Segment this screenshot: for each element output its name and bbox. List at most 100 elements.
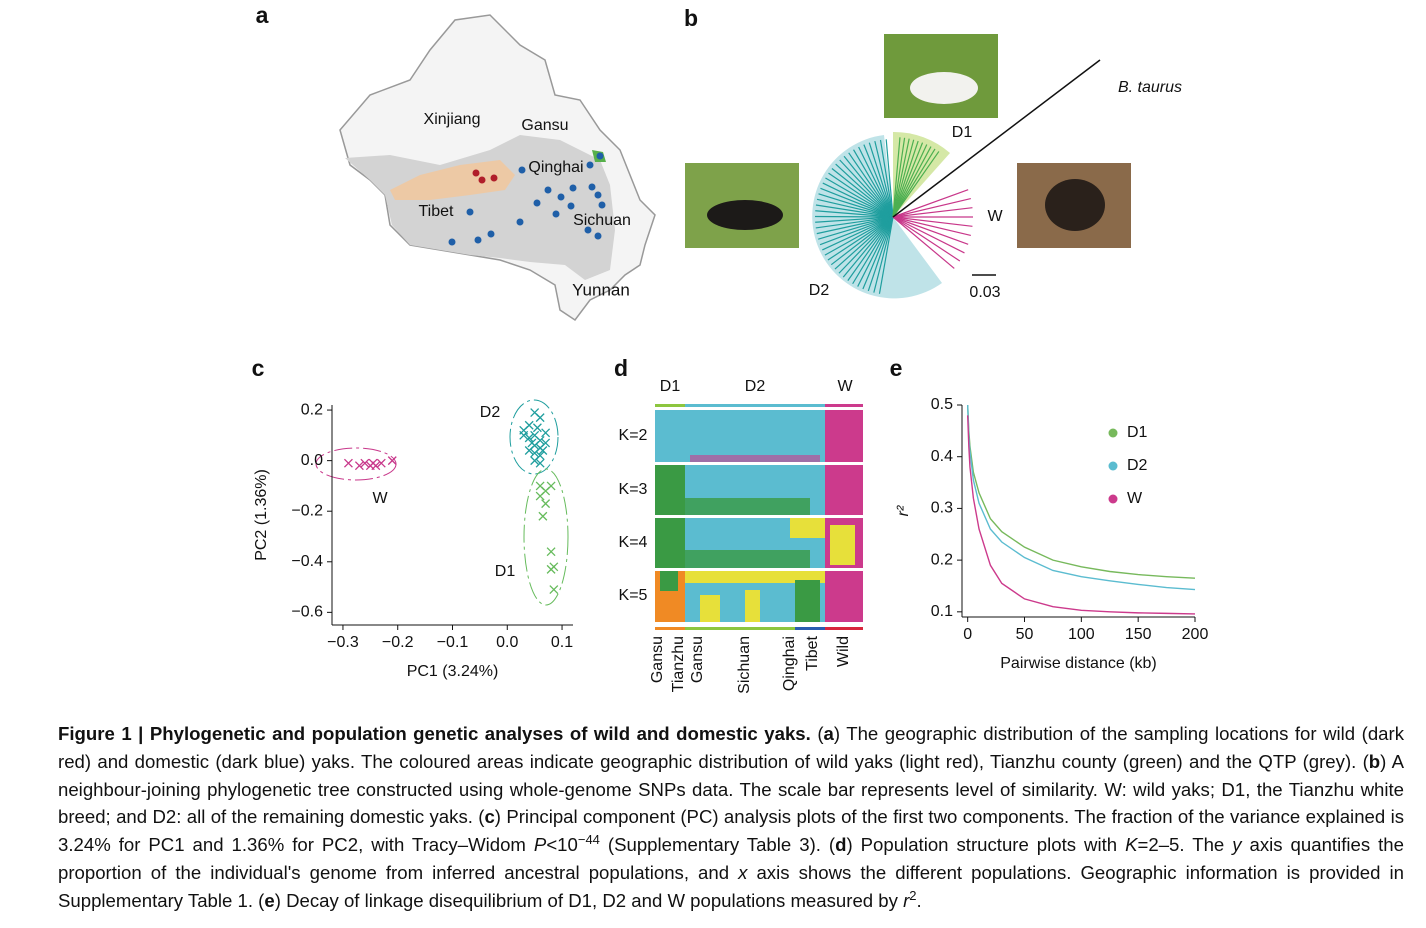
x-tick-label: 150	[1125, 626, 1152, 643]
branch	[892, 197, 971, 218]
map-label: Sichuan	[573, 212, 631, 229]
branch	[892, 138, 910, 218]
panel-letter: b	[684, 5, 698, 31]
branch	[892, 142, 924, 218]
map-label: Yunnan	[572, 280, 630, 299]
point	[527, 438, 537, 448]
point	[535, 413, 545, 423]
branch	[839, 159, 894, 218]
caption-text: x	[738, 861, 748, 883]
group-label: D2	[745, 378, 766, 395]
branch	[892, 216, 965, 254]
branch	[842, 216, 894, 278]
tree-label: D1	[952, 124, 973, 141]
branch	[858, 146, 894, 218]
branch	[816, 216, 894, 235]
panel-letter: e	[890, 355, 903, 381]
branch	[892, 216, 971, 237]
cluster-ellipse	[509, 399, 559, 475]
y-tick-label: −0.6	[291, 604, 323, 621]
branch	[857, 216, 894, 287]
branch	[824, 216, 894, 256]
branch	[818, 193, 894, 218]
point	[524, 433, 534, 443]
branch	[815, 210, 894, 218]
point	[549, 585, 559, 595]
y-tick-label: 0.2	[301, 401, 323, 418]
caption-text: P	[533, 834, 547, 856]
branch	[825, 177, 894, 218]
caption-text: a	[823, 723, 834, 744]
y-tick-label: 0.4	[931, 448, 953, 465]
x-axis-label: PC1 (3.24%)	[407, 663, 499, 680]
branch	[892, 137, 901, 218]
tree-label: D2	[809, 282, 830, 299]
line	[966, 404, 1196, 591]
branch	[892, 144, 928, 218]
x-tick-label: −0.2	[382, 634, 414, 651]
branch	[892, 189, 969, 218]
structure-plot	[655, 404, 863, 630]
branch	[822, 216, 894, 251]
point	[538, 446, 548, 455]
point	[376, 458, 386, 468]
x-tick-label: −0.3	[327, 634, 359, 651]
cluster-label: D2	[480, 404, 501, 421]
caption-text: .	[916, 889, 922, 911]
branch	[867, 216, 894, 292]
point	[546, 481, 556, 491]
branch	[853, 149, 894, 218]
caption-text: ) The geographic distribution of the sam…	[58, 723, 1404, 772]
caption-text: (	[810, 723, 824, 744]
legend-label: D2	[1127, 457, 1148, 474]
y-tick-label: 0.5	[931, 396, 953, 413]
branch	[892, 216, 955, 269]
point	[538, 511, 548, 521]
branch	[818, 216, 894, 240]
caption-text: (Supplementary Table 3). (	[599, 834, 836, 856]
caption-text: =2–5. The	[1137, 834, 1233, 856]
legend-marker	[1108, 428, 1118, 438]
caption-text: axis shows the different populations. Ge…	[58, 861, 1404, 911]
x-axis-label: Pairwise distance (kb)	[1000, 655, 1157, 672]
photo-yak	[1045, 179, 1105, 231]
point	[532, 423, 542, 433]
population-label: Sichuan	[736, 636, 753, 694]
population-label: Gansu	[689, 636, 706, 683]
point	[541, 499, 551, 509]
population-label: Tianzhu	[670, 636, 687, 692]
y-tick-label: 0.2	[931, 551, 953, 568]
branch	[878, 216, 894, 294]
point	[546, 547, 556, 557]
branch	[838, 216, 894, 274]
point	[360, 458, 370, 468]
caption: Figure 1 | Phylogenetic and population g…	[58, 720, 1404, 915]
y-tick-label: 0.0	[301, 452, 323, 469]
photo-yak	[910, 72, 978, 104]
point	[387, 456, 397, 466]
point	[541, 428, 551, 438]
tree-branches	[814, 137, 973, 294]
point	[354, 461, 364, 471]
cluster-label: D1	[495, 563, 516, 580]
pins	[448, 152, 606, 246]
branch	[868, 142, 894, 218]
cluster-ellipse	[315, 447, 397, 481]
y-tick-label: 0.3	[931, 500, 953, 517]
branch	[815, 216, 894, 229]
point	[541, 438, 551, 448]
branch	[820, 187, 894, 218]
cluster-label: W	[372, 490, 388, 507]
qtp-area	[345, 135, 615, 280]
branch	[852, 216, 894, 285]
wild-pins	[472, 169, 498, 184]
branch	[831, 168, 894, 218]
branch	[815, 204, 894, 218]
branch	[892, 139, 915, 218]
caption-text: b	[1368, 750, 1381, 772]
tree-label: W	[987, 208, 1003, 225]
panel-letter: c	[252, 355, 265, 381]
branch	[848, 152, 894, 218]
point	[524, 446, 534, 455]
map-label: Qinghai	[528, 159, 583, 176]
